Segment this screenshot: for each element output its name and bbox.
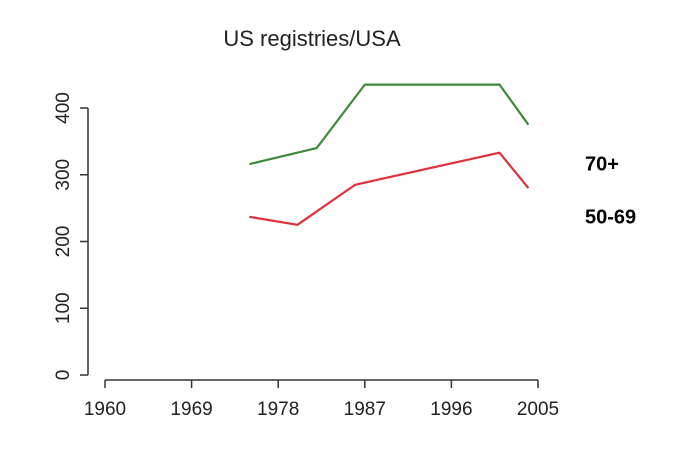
legend-label: 50-69	[585, 206, 636, 228]
y-tick-label: 400	[53, 92, 74, 124]
series-line	[249, 151, 530, 226]
chart-title: US registries/USA	[223, 26, 401, 51]
y-tick-label: 0	[53, 370, 74, 381]
x-tick-label: 1996	[430, 399, 472, 420]
series-line	[249, 83, 530, 166]
y-tick-label: 300	[53, 159, 74, 191]
x-tick-label: 1978	[257, 399, 299, 420]
x-tick-label: 1987	[344, 399, 386, 420]
y-tick-label: 100	[53, 292, 74, 324]
legend-label: 70+	[585, 153, 619, 175]
x-tick-label: 2005	[517, 399, 559, 420]
y-tick-label: 200	[53, 226, 74, 258]
x-tick-label: 1960	[84, 399, 126, 420]
x-tick-label: 1969	[170, 399, 212, 420]
